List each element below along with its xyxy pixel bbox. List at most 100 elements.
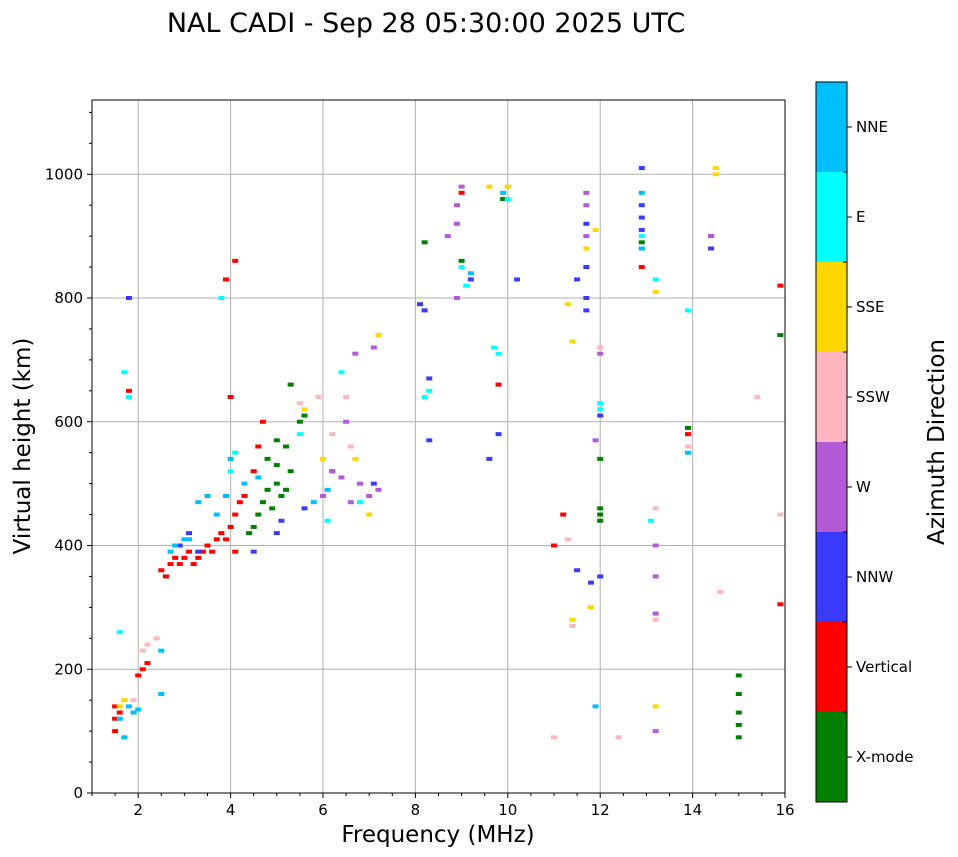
data-point-nne: [500, 190, 507, 195]
data-point-nne: [181, 537, 188, 542]
data-point-sse: [301, 407, 308, 412]
data-point-x-mode: [500, 197, 507, 201]
data-point-x-mode: [735, 673, 742, 678]
data-point-vertical: [162, 574, 169, 579]
data-point-w: [708, 234, 715, 239]
data-point-ssw: [615, 735, 622, 740]
data-point-nne: [638, 190, 645, 195]
data-point-vertical: [241, 494, 248, 498]
data-point-nne: [204, 494, 211, 498]
data-point-nnw: [638, 166, 645, 171]
data-point-nnw: [273, 531, 280, 536]
data-point-e: [227, 469, 234, 474]
data-point-nne: [158, 648, 165, 653]
data-point-ssw: [754, 395, 761, 399]
data-point-x-mode: [735, 722, 742, 727]
data-point-e: [490, 345, 497, 350]
data-point-sse: [587, 605, 594, 610]
data-point-nnw: [574, 277, 581, 282]
data-point-sse: [320, 456, 326, 461]
data-point-nnw: [176, 543, 183, 548]
data-point-ssw: [597, 345, 604, 350]
data-point-nne: [241, 481, 248, 486]
data-point-vertical: [167, 562, 174, 567]
data-point-e: [648, 518, 655, 523]
data-point-nne: [684, 450, 691, 455]
x-tick-label: 4: [226, 801, 236, 819]
data-point-sse: [583, 246, 590, 251]
data-point-x-mode: [264, 456, 271, 461]
data-point-w: [320, 494, 326, 498]
data-point-nnw: [301, 506, 308, 511]
data-point-x-mode: [269, 506, 276, 511]
data-point-w: [352, 351, 359, 356]
data-point-ssw: [652, 617, 659, 622]
data-point-w: [592, 438, 599, 443]
data-point-vertical: [255, 444, 262, 449]
data-point-vertical: [218, 531, 225, 536]
data-point-nne: [172, 543, 179, 548]
data-point-ssw: [315, 395, 322, 399]
data-point-sse: [504, 184, 511, 189]
data-point-vertical: [222, 277, 229, 282]
data-point-x-mode: [597, 512, 604, 517]
data-point-x-mode: [735, 710, 742, 715]
data-point-nne: [213, 512, 220, 517]
colorbar-label: Azimuth Direction: [924, 339, 950, 545]
y-tick-label: 400: [54, 537, 83, 555]
data-point-ssw: [347, 444, 354, 449]
x-tick-label: 14: [683, 801, 702, 819]
data-point-vertical: [777, 283, 784, 288]
data-point-nne: [310, 500, 317, 505]
data-point-w: [343, 419, 350, 424]
data-point-e: [463, 283, 470, 288]
y-tick-label: 800: [54, 289, 83, 307]
data-point-x-mode: [278, 494, 285, 498]
data-point-e: [218, 296, 225, 300]
data-point-sse: [564, 302, 571, 307]
data-point-e: [296, 432, 303, 437]
colorbar-tick-label: NNE: [856, 118, 888, 136]
data-point-ssw: [564, 537, 571, 542]
data-point-nnw: [638, 203, 645, 208]
data-point-sse: [712, 172, 719, 177]
data-point-x-mode: [301, 413, 308, 418]
data-point-x-mode: [296, 419, 303, 424]
data-point-w: [583, 234, 590, 239]
data-point-vertical: [232, 258, 239, 263]
data-point-nnw: [583, 221, 590, 226]
data-point-vertical: [144, 661, 151, 666]
data-point-vertical: [112, 729, 119, 734]
data-point-w: [652, 729, 659, 734]
colorbar-segment: [816, 262, 847, 352]
data-point-x-mode: [250, 524, 257, 529]
data-point-nnw: [587, 580, 594, 585]
data-point-w: [652, 611, 659, 616]
data-point-w: [375, 487, 382, 492]
data-point-vertical: [112, 716, 119, 721]
data-point-vertical: [195, 555, 202, 560]
data-point-vertical: [458, 190, 465, 195]
data-point-vertical: [112, 704, 119, 709]
data-point-sse: [352, 456, 359, 461]
data-point-ssw: [296, 401, 303, 406]
data-point-ssw: [144, 642, 151, 647]
data-point-nne: [638, 246, 645, 251]
colorbar-tick-label: SSW: [856, 388, 890, 406]
data-point-nne: [227, 456, 234, 461]
data-point-vertical: [232, 512, 239, 517]
data-point-vertical: [236, 500, 243, 505]
y-tick-label: 600: [54, 413, 83, 431]
data-point-ssw: [569, 623, 576, 628]
colorbar-segment: [816, 532, 847, 622]
colorbar: X-mode Vertical NNW W SSW SSE E NNE: [815, 81, 913, 803]
data-point-x-mode: [735, 735, 742, 740]
data-point-sse: [592, 227, 599, 232]
data-point-ssw: [343, 395, 350, 399]
data-point-nne: [324, 487, 331, 492]
data-point-nnw: [708, 246, 715, 251]
data-point-sse: [121, 698, 128, 703]
colorbar-segment: [816, 172, 847, 262]
data-point-w: [583, 190, 590, 195]
data-point-nne: [121, 735, 128, 740]
